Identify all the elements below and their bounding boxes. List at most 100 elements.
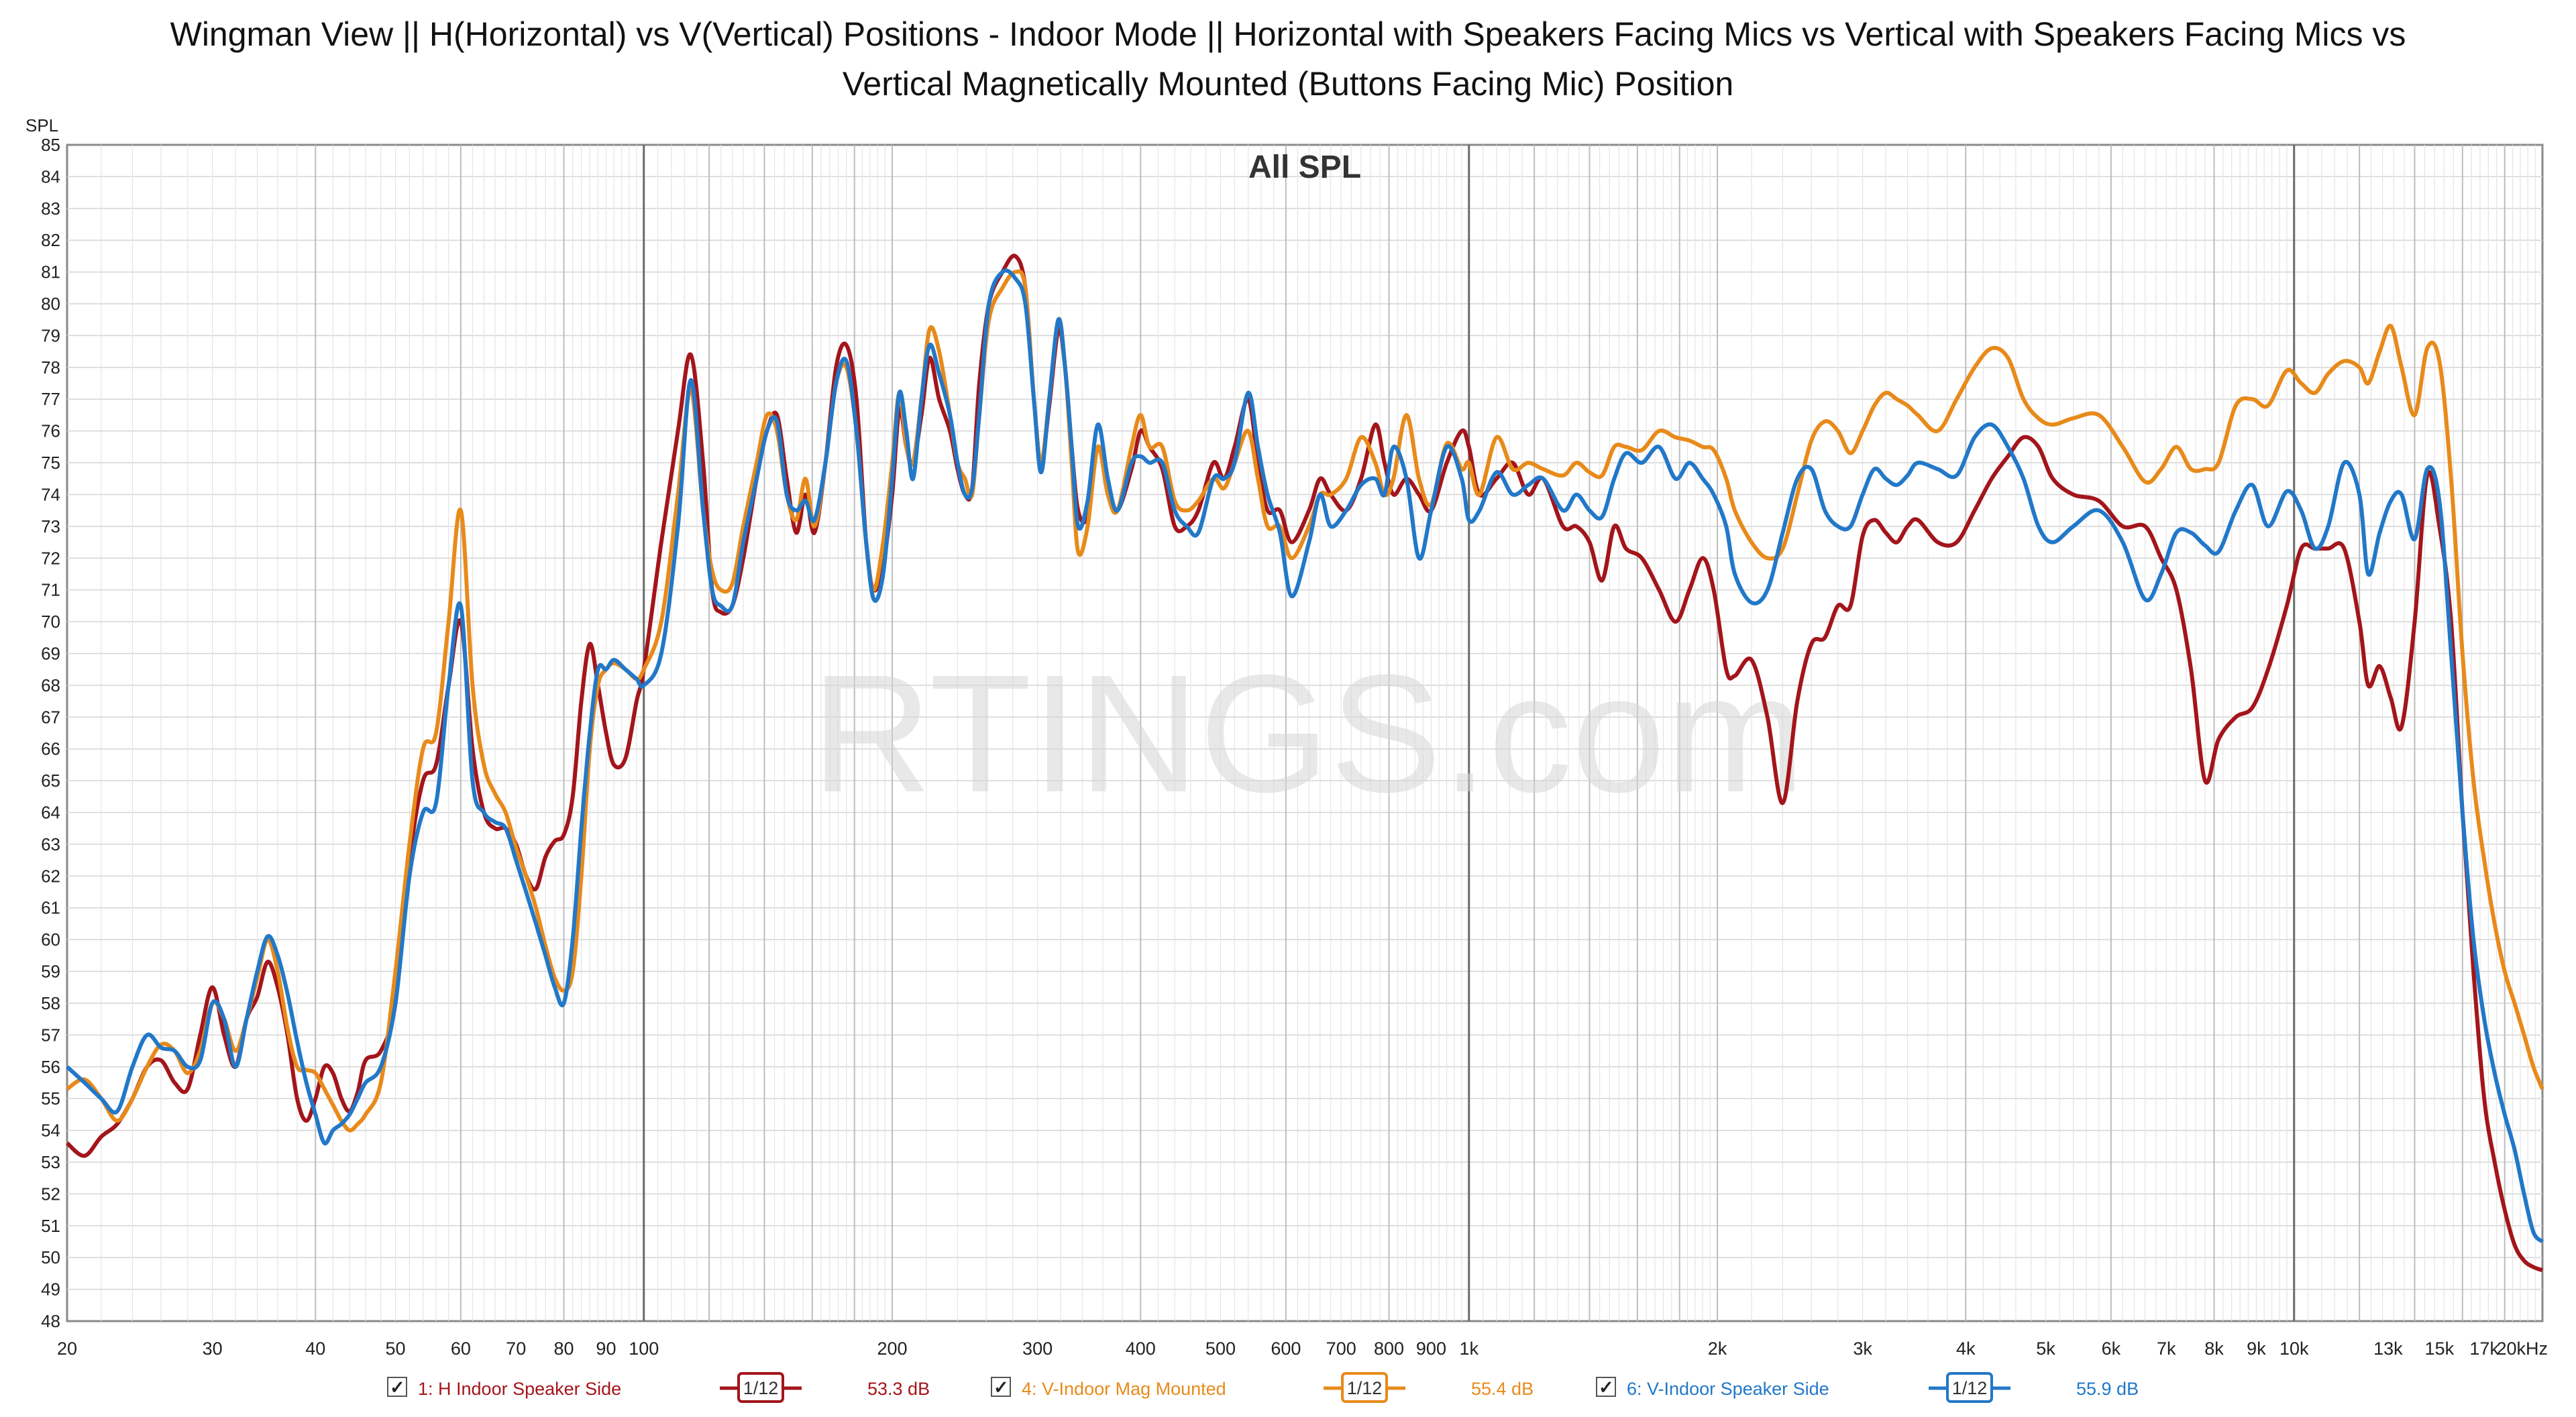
- legend-checkbox[interactable]: [387, 1377, 407, 1397]
- legend-level-value: 53.3 dB: [867, 1379, 930, 1399]
- y-tick-label: 83: [41, 199, 60, 219]
- plot-title: All SPL: [1248, 150, 1361, 185]
- x-tick-label: 500: [1205, 1339, 1236, 1359]
- y-tick-label: 48: [41, 1311, 60, 1331]
- x-tick-label: 7k: [2157, 1339, 2176, 1359]
- legend-item[interactable]: ✓ 4: V-Indoor Mag Mounted 1/12 55.4 dB: [991, 1372, 1534, 1403]
- chart-title-line-1: Wingman View || H(Horizontal) vs V(Verti…: [170, 15, 2406, 53]
- y-tick-label: 72: [41, 548, 60, 568]
- x-tick-label: 70: [506, 1339, 526, 1359]
- x-tick-label: 60: [451, 1339, 471, 1359]
- x-tick-label: 5k: [2036, 1339, 2055, 1359]
- x-tick-label: 400: [1126, 1339, 1156, 1359]
- y-tick-label: 78: [41, 357, 60, 378]
- smoothing-label: 1/12: [1952, 1378, 1988, 1398]
- y-tick-label: 80: [41, 294, 60, 314]
- legend-series-name: 6: V-Indoor Speaker Side: [1627, 1379, 1829, 1399]
- y-tick-label: 66: [41, 739, 60, 759]
- y-tick-label: 61: [41, 898, 60, 918]
- chart-title-line-2: Vertical Magnetically Mounted (Buttons F…: [843, 65, 1733, 103]
- y-tick-label: 71: [41, 580, 60, 600]
- series-line: [65, 268, 2544, 1243]
- x-tick-label: 700: [1326, 1339, 1356, 1359]
- smoothing-badge[interactable]: [737, 1372, 784, 1403]
- y-tick-label: 69: [41, 643, 60, 663]
- x-tick-label: 4k: [1956, 1339, 1976, 1359]
- x-tick-label: 80: [554, 1339, 574, 1359]
- y-tick-label: 50: [41, 1247, 60, 1267]
- legend-series-name: 1: H Indoor Speaker Side: [418, 1379, 621, 1399]
- legend-item[interactable]: ✓ 1: H Indoor Speaker Side 1/12 53.3 dB: [387, 1372, 930, 1403]
- chart-title: Wingman View || H(Horizontal) vs V(Verti…: [170, 15, 2406, 103]
- legend-checkbox[interactable]: [991, 1377, 1011, 1397]
- x-tick-label: 90: [596, 1339, 616, 1359]
- y-tick-label: 77: [41, 389, 60, 409]
- y-tick-label: 65: [41, 771, 60, 791]
- y-axis-label: SPL: [25, 115, 58, 135]
- x-tick-label: 17k: [2469, 1339, 2499, 1359]
- smoothing-badge[interactable]: [1946, 1372, 1993, 1403]
- x-tick-label: 8k: [2204, 1339, 2224, 1359]
- x-tick-label: 40: [305, 1339, 325, 1359]
- y-tick-label: 63: [41, 834, 60, 854]
- y-tick-label: 59: [41, 962, 60, 982]
- x-tick-label: 20kHz: [2496, 1339, 2548, 1359]
- y-tick-label: 76: [41, 421, 60, 441]
- x-tick-label: 600: [1271, 1339, 1301, 1359]
- y-tick-label: 55: [41, 1088, 60, 1109]
- smoothing-label: 1/12: [743, 1378, 779, 1398]
- legend: ✓ 1: H Indoor Speaker Side 1/12 53.3 dB ✓ 4: …: [387, 1372, 2139, 1403]
- y-tick-label: 60: [41, 929, 60, 950]
- y-axis-ticks: 48 49 50 51 52 53 54 55 56 57 58 59 60 61 62 63 64 65 66 67…: [41, 135, 60, 1331]
- x-tick-label: 20: [57, 1339, 77, 1359]
- x-tick-label: 30: [203, 1339, 223, 1359]
- x-tick-label: 100: [629, 1339, 659, 1359]
- x-tick-label: 15k: [2425, 1339, 2455, 1359]
- legend-checkbox[interactable]: [1596, 1377, 1616, 1397]
- x-axis-ticks: 20 30 40 50 60 70 80 90 100 200 300 400 500 600 700 800…: [57, 1339, 2548, 1359]
- y-tick-label: 58: [41, 993, 60, 1013]
- x-tick-label: 200: [877, 1339, 907, 1359]
- y-tick-label: 53: [41, 1152, 60, 1172]
- y-tick-label: 81: [41, 262, 60, 282]
- smoothing-badge[interactable]: [1341, 1372, 1388, 1403]
- series-lines: [65, 253, 2544, 1273]
- y-tick-label: 70: [41, 612, 60, 632]
- y-tick-label: 84: [41, 166, 60, 186]
- x-tick-label: 13k: [2373, 1339, 2403, 1359]
- y-tick-label: 54: [41, 1121, 60, 1141]
- checkmark-icon: ✓: [390, 1377, 405, 1398]
- y-tick-label: 73: [41, 516, 60, 536]
- legend-series-name: 4: V-Indoor Mag Mounted: [1022, 1379, 1226, 1399]
- y-tick-label: 62: [41, 866, 60, 886]
- watermark: RTINGS.com: [811, 640, 1805, 827]
- y-tick-label: 79: [41, 325, 60, 345]
- y-tick-label: 64: [41, 803, 60, 823]
- checkmark-icon: ✓: [1599, 1377, 1614, 1398]
- y-tick-label: 74: [41, 484, 60, 504]
- x-tick-label: 50: [385, 1339, 405, 1359]
- y-tick-label: 85: [41, 135, 60, 155]
- x-tick-label: 1k: [1459, 1339, 1479, 1359]
- x-tick-label: 3k: [1853, 1339, 1872, 1359]
- y-tick-label: 56: [41, 1057, 60, 1077]
- series-line: [66, 269, 2544, 1133]
- legend-item[interactable]: ✓ 6: V-Indoor Speaker Side 1/12 55.9 dB: [1596, 1372, 2139, 1403]
- smoothing-label: 1/12: [1347, 1378, 1383, 1398]
- x-tick-label: 9k: [2247, 1339, 2266, 1359]
- x-tick-label: 800: [1374, 1339, 1404, 1359]
- x-tick-label: 300: [1022, 1339, 1053, 1359]
- y-tick-label: 67: [41, 707, 60, 727]
- checkmark-icon: ✓: [994, 1377, 1009, 1398]
- x-tick-label: 6k: [2102, 1339, 2121, 1359]
- grid-lines: [67, 145, 2542, 1321]
- y-tick-label: 75: [41, 453, 60, 473]
- x-tick-label: 2k: [1708, 1339, 1727, 1359]
- x-tick-label: 900: [1416, 1339, 1446, 1359]
- x-tick-label: 10k: [2279, 1339, 2309, 1359]
- y-tick-label: 68: [41, 675, 60, 695]
- y-tick-label: 57: [41, 1025, 60, 1045]
- y-tick-label: 52: [41, 1184, 60, 1204]
- legend-level-value: 55.4 dB: [1471, 1379, 1534, 1399]
